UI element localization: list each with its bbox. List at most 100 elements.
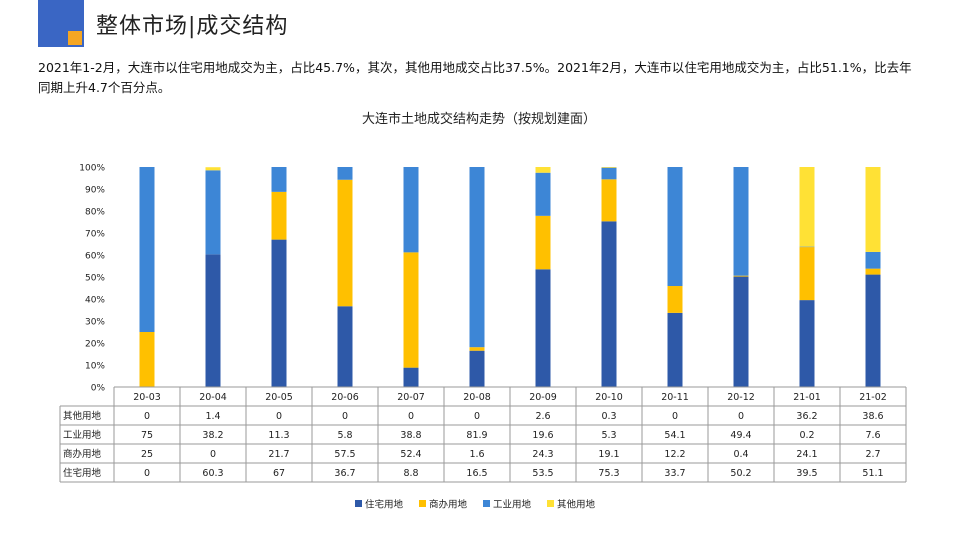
table-row-label: 其他用地 bbox=[63, 410, 102, 422]
y-tick-label: 90% bbox=[85, 186, 105, 196]
chart-title: 大连市土地成交结构走势（按规划建面） bbox=[361, 112, 596, 127]
y-tick-label: 100% bbox=[79, 164, 105, 174]
page-title: 整体市场|成交结构 bbox=[96, 14, 289, 39]
bar-segment bbox=[337, 306, 353, 387]
data-label: 38.6 bbox=[862, 411, 883, 422]
bar-segment bbox=[799, 247, 815, 301]
bar-segment bbox=[733, 275, 749, 277]
bar-segment bbox=[271, 167, 287, 192]
data-label: 5.8 bbox=[337, 430, 352, 441]
legend-swatch bbox=[547, 500, 554, 507]
table-row-label: 工业用地 bbox=[63, 429, 102, 441]
bar-segment bbox=[403, 252, 419, 368]
data-label: 57.5 bbox=[334, 449, 355, 460]
bar-segment bbox=[535, 269, 551, 387]
data-label: 5.3 bbox=[601, 430, 616, 441]
bar-segment bbox=[469, 347, 485, 351]
data-label: 38.8 bbox=[400, 430, 421, 441]
legend-label: 工业用地 bbox=[493, 499, 532, 511]
data-label: 24.3 bbox=[532, 449, 553, 460]
x-tick-label: 20-08 bbox=[463, 392, 491, 403]
bar-segment bbox=[601, 179, 617, 222]
bar-segment bbox=[469, 167, 485, 348]
data-label: 19.6 bbox=[532, 430, 553, 441]
data-label: 36.2 bbox=[796, 411, 817, 422]
data-label: 8.8 bbox=[403, 468, 418, 479]
x-tick-label: 20-07 bbox=[397, 392, 425, 403]
bar-segment bbox=[865, 167, 881, 252]
x-tick-label: 21-01 bbox=[793, 392, 821, 403]
data-label: 0.4 bbox=[733, 449, 748, 460]
bar-segment bbox=[469, 350, 485, 387]
bar-segment bbox=[799, 300, 815, 387]
data-label: 0 bbox=[210, 449, 216, 460]
y-tick-label: 60% bbox=[85, 252, 105, 262]
data-label: 12.2 bbox=[664, 449, 685, 460]
bar-segment bbox=[601, 167, 617, 180]
legend-label: 商办用地 bbox=[429, 499, 468, 511]
bar-segment bbox=[667, 167, 683, 287]
data-label: 52.4 bbox=[400, 449, 421, 460]
x-tick-label: 20-05 bbox=[265, 392, 293, 403]
bar-segment bbox=[865, 274, 881, 387]
bar-segment bbox=[865, 268, 881, 275]
bar-segment bbox=[601, 167, 617, 168]
data-label: 50.2 bbox=[730, 468, 751, 479]
summary-text: 2021年1-2月，大连市以住宅用地成交为主，占比45.7%，其次，其他用地成交… bbox=[38, 60, 912, 95]
data-label: 33.7 bbox=[664, 468, 685, 479]
data-label: 21.7 bbox=[268, 449, 289, 460]
bar-segment bbox=[667, 286, 683, 313]
data-label: 24.1 bbox=[796, 449, 817, 460]
x-tick-label: 20-12 bbox=[727, 392, 755, 403]
bar-segment bbox=[403, 367, 419, 387]
y-tick-label: 0% bbox=[91, 384, 106, 394]
legend-swatch bbox=[419, 500, 426, 507]
data-label: 54.1 bbox=[664, 430, 685, 441]
legend-label: 住宅用地 bbox=[365, 499, 404, 511]
y-tick-label: 20% bbox=[85, 340, 105, 350]
data-label: 81.9 bbox=[466, 430, 487, 441]
bar-segment bbox=[667, 312, 683, 387]
data-label: 75.3 bbox=[598, 468, 619, 479]
bar-segment bbox=[865, 251, 881, 269]
data-label: 49.4 bbox=[730, 430, 751, 441]
bar-segment bbox=[535, 167, 551, 173]
x-tick-label: 21-02 bbox=[859, 392, 887, 403]
x-tick-label: 20-04 bbox=[199, 392, 227, 403]
y-tick-label: 30% bbox=[85, 318, 105, 328]
data-label: 67 bbox=[273, 468, 285, 479]
data-label: 0 bbox=[738, 411, 744, 422]
data-label: 60.3 bbox=[202, 468, 223, 479]
data-label: 0 bbox=[474, 411, 480, 422]
data-label: 2.6 bbox=[535, 411, 550, 422]
legend-swatch bbox=[483, 500, 490, 507]
data-label: 0 bbox=[276, 411, 282, 422]
data-label: 0 bbox=[672, 411, 678, 422]
bar-segment bbox=[733, 276, 749, 387]
x-tick-label: 20-09 bbox=[529, 392, 557, 403]
data-label: 0.3 bbox=[601, 411, 616, 422]
y-tick-label: 80% bbox=[85, 208, 105, 218]
data-label: 0.2 bbox=[799, 430, 814, 441]
data-label: 39.5 bbox=[796, 468, 817, 479]
data-label: 16.5 bbox=[466, 468, 487, 479]
bar-segment bbox=[601, 221, 617, 387]
data-label: 0 bbox=[342, 411, 348, 422]
bar-segment bbox=[799, 167, 815, 247]
data-label: 19.1 bbox=[598, 449, 619, 460]
y-tick-label: 40% bbox=[85, 296, 105, 306]
header-logo-accent bbox=[68, 31, 82, 45]
x-tick-label: 20-10 bbox=[595, 392, 623, 403]
y-tick-label: 10% bbox=[85, 362, 105, 372]
y-tick-label: 50% bbox=[85, 274, 105, 284]
x-tick-label: 20-11 bbox=[661, 392, 689, 403]
bar-segment bbox=[403, 167, 419, 253]
bar-segment bbox=[535, 215, 551, 270]
x-tick-label: 20-03 bbox=[133, 392, 161, 403]
data-label: 0 bbox=[408, 411, 414, 422]
bar-segment bbox=[205, 167, 221, 171]
bar-segment bbox=[535, 172, 551, 216]
bar-segment bbox=[733, 167, 749, 276]
header-logo-block bbox=[38, 0, 84, 47]
bar-segment bbox=[205, 170, 221, 255]
